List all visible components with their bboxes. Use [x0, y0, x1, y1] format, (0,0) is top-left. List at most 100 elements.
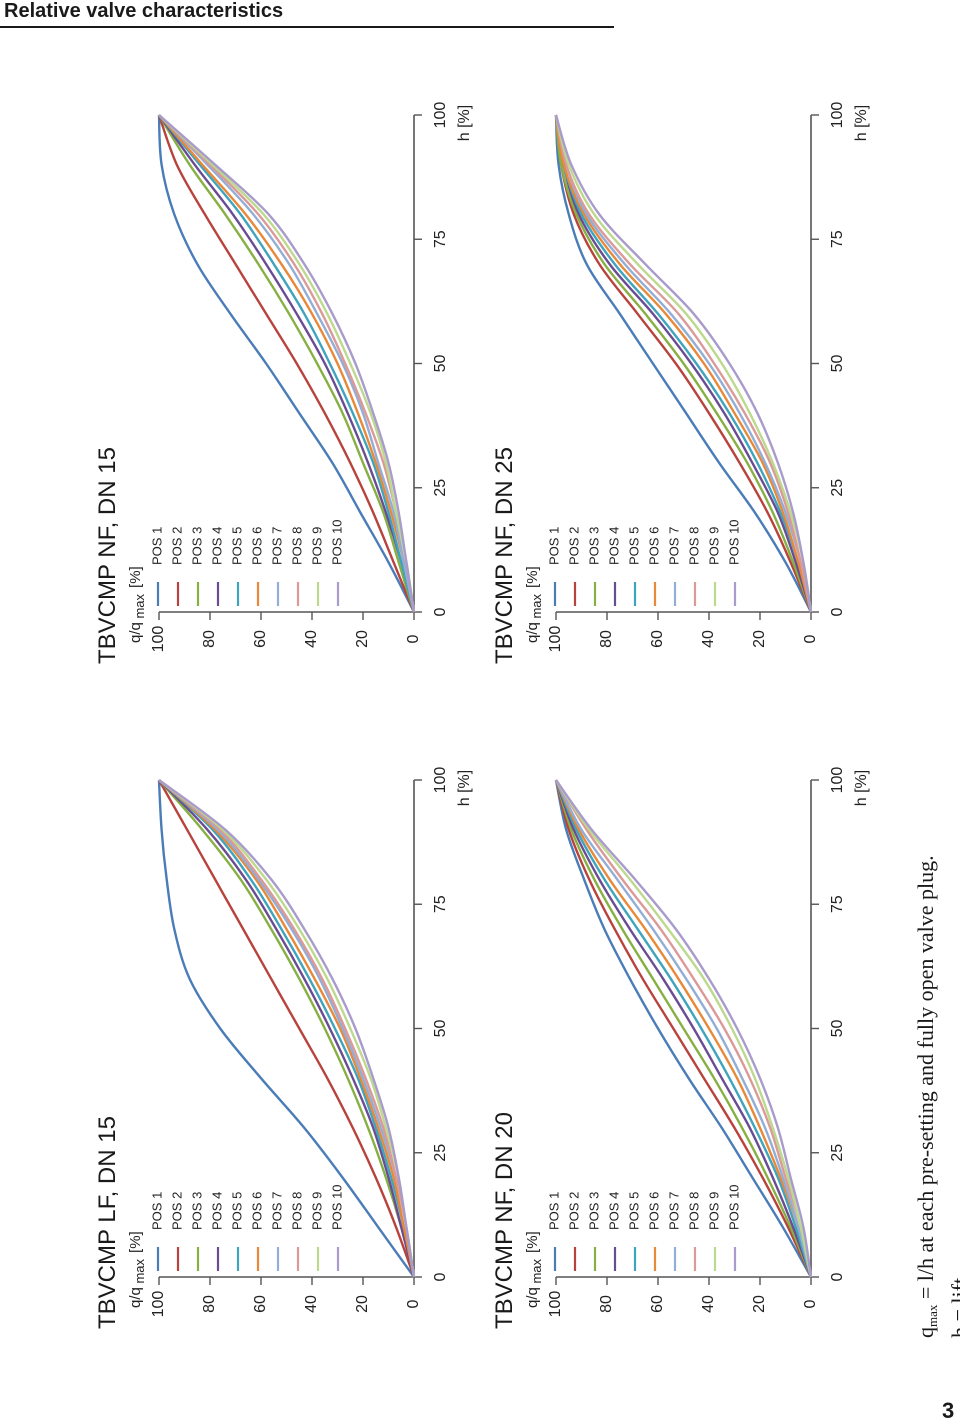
x-tick-label: 50: [829, 1020, 846, 1038]
y-tick-label: 80: [201, 1295, 218, 1313]
y-axis-label-main: q/q: [127, 622, 144, 643]
series-line-pos-2: [554, 779, 813, 1278]
legend-label-pos-10: POS 10: [726, 1184, 741, 1230]
series-line-pos-5: [158, 779, 416, 1278]
legend-label-pos-5: POS 5: [626, 527, 641, 565]
y-tick-label: 60: [252, 1295, 269, 1313]
series-line-pos-1: [554, 114, 813, 613]
chart-title: TBVCMP NF, DN 20: [491, 1112, 518, 1329]
x-axis-label: h [%]: [853, 105, 870, 141]
legend-label-pos-2: POS 2: [169, 527, 184, 565]
chart-nf-dn25: 0 25 50 75 100 0 20 40 60 80 100 h [%] TBVCMP NF, DN…: [491, 102, 870, 664]
series-line-pos-4: [554, 779, 813, 1278]
y-tick-label: 20: [354, 630, 371, 648]
footnote-line-1: qmax = l/h at each pre-setting and fully…: [913, 855, 940, 1338]
y-axis-label-unit: [%]: [127, 1231, 144, 1253]
y-tick-label: 80: [598, 1295, 615, 1313]
y-tick-label: 60: [649, 1295, 666, 1313]
series-line-pos-9: [554, 114, 813, 613]
legend-label-pos-1: POS 1: [149, 1192, 164, 1230]
x-tick-label: 50: [432, 355, 449, 373]
legend-label-pos-5: POS 5: [626, 1192, 641, 1230]
legend-label-pos-3: POS 3: [189, 527, 204, 565]
y-tick-label: 40: [303, 1295, 320, 1313]
page-title: Relative valve characteristics: [4, 0, 284, 22]
y-tick-label: 40: [700, 630, 717, 648]
x-tick-label: 25: [432, 479, 449, 497]
y-tick-label: 20: [751, 630, 768, 648]
series-line-pos-3: [554, 114, 813, 613]
legend-label-pos-7: POS 7: [666, 527, 681, 565]
legend-label-pos-4: POS 4: [606, 527, 621, 565]
y-tick-label: 0: [802, 634, 819, 643]
x-axis-label: h [%]: [853, 770, 870, 806]
series-line-pos-4: [554, 114, 813, 613]
y-tick-label: 100: [150, 1291, 167, 1318]
legend-label-pos-4: POS 4: [606, 1192, 621, 1230]
series-line-pos-7: [554, 114, 813, 613]
y-axis-label-main: q/q: [524, 622, 541, 643]
series-line-pos-6: [554, 114, 813, 613]
series-line-pos-10: [554, 114, 813, 613]
series-line-pos-4: [158, 779, 416, 1278]
legend-label-pos-9: POS 9: [706, 527, 721, 565]
y-tick-label: 0: [405, 1299, 422, 1308]
series-line-pos-8: [158, 779, 416, 1278]
legend-label-pos-5: POS 5: [229, 1192, 244, 1230]
legend-label-pos-9: POS 9: [309, 1192, 324, 1230]
x-tick-label: 50: [829, 355, 846, 373]
x-axis-label: h [%]: [456, 770, 473, 806]
legend-label-pos-3: POS 3: [189, 1192, 204, 1230]
y-tick-label: 20: [354, 1295, 371, 1313]
series-line-pos-4: [158, 114, 416, 613]
chart-title: TBVCMP NF, DN 25: [491, 447, 518, 664]
footnote-line-2: h = lift: [947, 1277, 960, 1338]
y-tick-label: 80: [201, 630, 218, 648]
y-tick-label: 20: [751, 1295, 768, 1313]
series-line-pos-7: [158, 114, 416, 613]
legend-label-pos-1: POS 1: [149, 527, 164, 565]
legend-label-pos-2: POS 2: [566, 1192, 581, 1230]
series-line-pos-2: [554, 114, 813, 613]
chart-nf-dn20: 0 25 50 75 100 0 20 40 60 80 100 h [%] TBVCMP NF, DN…: [491, 767, 870, 1329]
series-line-pos-3: [554, 779, 813, 1278]
x-tick-label: 25: [432, 1144, 449, 1162]
x-tick-label: 0: [432, 607, 449, 616]
series-line-pos-3: [158, 779, 416, 1278]
y-axis-label-main: q/q: [127, 1287, 144, 1308]
y-axis-label-unit: [%]: [127, 566, 144, 588]
x-tick-label: 100: [829, 767, 846, 794]
series-line-pos-1: [554, 779, 813, 1278]
chart-lf-dn15: 0 25 50 75 100 0 20 40 60 80 100 h [%] TBVCMP LF, DN…: [94, 767, 473, 1329]
chart-nf-dn15: 0 25 50 75 100 0 20 40 60 80 100 h [%] TBVCMP NF, DN…: [94, 102, 473, 664]
page-number: 3: [942, 1398, 955, 1423]
series-line-pos-10: [158, 779, 416, 1278]
x-tick-label: 50: [432, 1020, 449, 1038]
legend-label-pos-8: POS 8: [686, 527, 701, 565]
legend-label-pos-3: POS 3: [586, 527, 601, 565]
chart-title: TBVCMP NF, DN 15: [94, 447, 121, 664]
legend-label-pos-1: POS 1: [546, 1192, 561, 1230]
legend-label-pos-5: POS 5: [229, 527, 244, 565]
series-line-pos-2: [157, 779, 416, 1278]
legend-label-pos-6: POS 6: [646, 527, 661, 565]
legend-label-pos-4: POS 4: [209, 527, 224, 565]
series-line-pos-9: [158, 114, 416, 613]
x-tick-label: 100: [432, 102, 449, 129]
y-axis-label-unit: [%]: [524, 566, 541, 588]
y-axis-label: q/q max [%]: [524, 566, 544, 643]
x-tick-label: 75: [432, 230, 449, 248]
y-tick-label: 80: [598, 630, 615, 648]
legend-label-pos-7: POS 7: [269, 1192, 284, 1230]
series-line-pos-5: [158, 114, 416, 613]
y-axis-label: q/q max [%]: [524, 1231, 544, 1308]
legend-label-pos-1: POS 1: [546, 527, 561, 565]
series-line-pos-1: [157, 114, 416, 613]
legend-label-pos-6: POS 6: [249, 527, 264, 565]
series-line-pos-10: [158, 114, 416, 613]
footnote: qmax = l/h at each pre-setting and fully…: [912, 855, 960, 1338]
legend-label-pos-10: POS 10: [726, 519, 741, 565]
series-line-pos-5: [554, 114, 813, 613]
x-tick-label: 75: [432, 895, 449, 913]
y-tick-label: 40: [303, 630, 320, 648]
